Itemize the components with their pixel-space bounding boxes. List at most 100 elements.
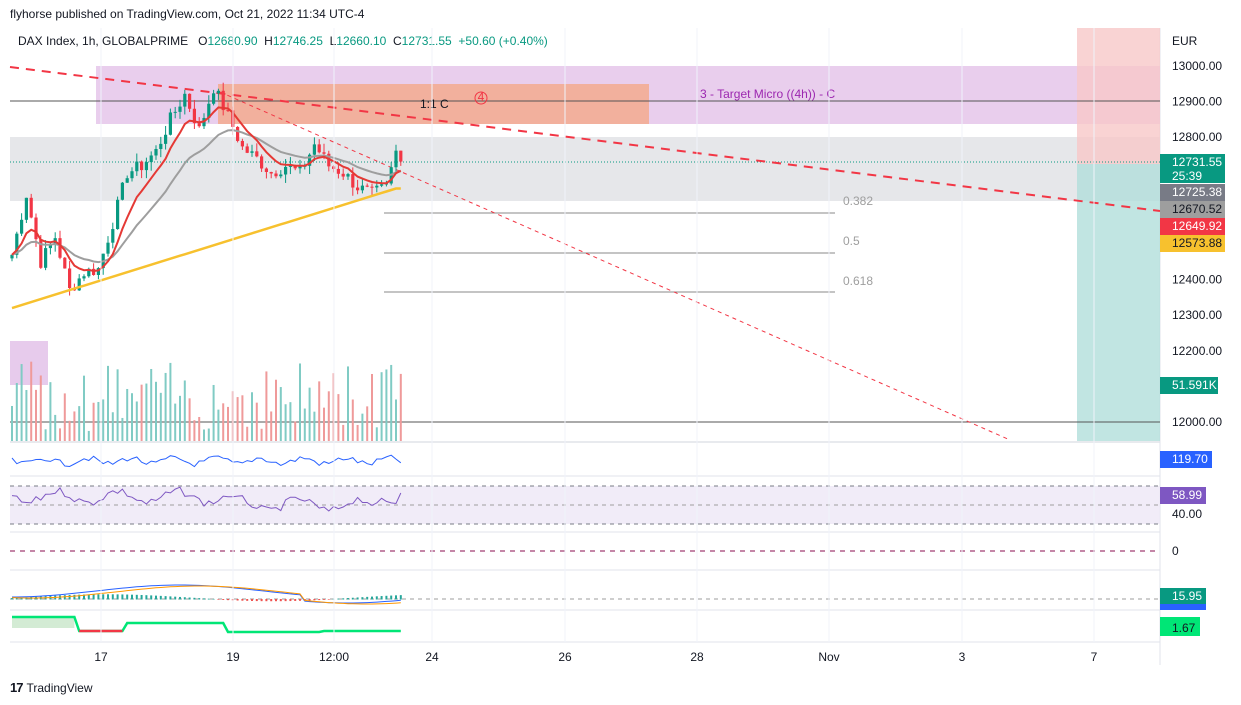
candle-body[interactable] <box>120 182 124 200</box>
candle-body[interactable] <box>264 168 268 172</box>
candle-body[interactable] <box>288 165 292 167</box>
candle-body[interactable] <box>365 185 369 187</box>
candle-body[interactable] <box>322 152 326 154</box>
candle-body[interactable] <box>24 197 28 220</box>
ema-line[interactable] <box>11 106 402 273</box>
candle-body[interactable] <box>236 126 240 141</box>
candle-body[interactable] <box>250 151 254 153</box>
candle-body[interactable] <box>197 123 201 127</box>
tag-ma-gray-text: 12670.52 <box>1172 202 1222 216</box>
candle-body[interactable] <box>255 151 259 157</box>
candle-body[interactable] <box>221 90 225 111</box>
candle-body[interactable] <box>279 174 283 177</box>
candle-body[interactable] <box>192 108 196 124</box>
candle-body[interactable] <box>68 268 72 289</box>
candle-body[interactable] <box>63 257 67 269</box>
candle-body[interactable] <box>274 173 278 177</box>
candle-body[interactable] <box>106 242 110 254</box>
candle-body[interactable] <box>154 148 158 156</box>
ma-mid-line[interactable] <box>11 129 402 264</box>
candle-body[interactable] <box>380 184 384 186</box>
candle-body[interactable] <box>82 276 86 279</box>
candle-body[interactable] <box>20 219 24 234</box>
candle-body[interactable] <box>173 111 177 113</box>
candle-body[interactable] <box>317 144 321 153</box>
candle-body[interactable] <box>399 150 403 162</box>
candle-body[interactable] <box>183 93 187 107</box>
candle-body[interactable] <box>351 174 355 188</box>
orange-zone[interactable] <box>218 84 649 124</box>
candle-body[interactable] <box>341 173 345 177</box>
candle-body[interactable] <box>312 144 316 155</box>
candle-body[interactable] <box>130 171 134 179</box>
candle-body[interactable] <box>207 103 211 118</box>
signal-line[interactable] <box>11 585 401 605</box>
macd-hist-bar <box>212 598 215 600</box>
candle-body[interactable] <box>135 161 139 172</box>
candle-body[interactable] <box>140 161 144 171</box>
volume-bar <box>203 429 205 441</box>
candle-body[interactable] <box>168 112 172 135</box>
candle-body[interactable] <box>375 185 379 188</box>
candle-body[interactable] <box>125 178 129 183</box>
candle-body[interactable] <box>149 155 153 163</box>
wave-marker[interactable] <box>474 91 488 105</box>
candle-body[interactable] <box>39 239 43 268</box>
candle-body[interactable] <box>178 106 182 112</box>
candle-body[interactable] <box>394 150 398 168</box>
macd-line[interactable] <box>12 584 401 604</box>
volume-bar <box>193 420 196 441</box>
candle-body[interactable] <box>308 154 312 166</box>
gray-zone[interactable] <box>10 137 1160 201</box>
ratio-label[interactable]: 1:1 C <box>420 97 449 111</box>
candle-body[interactable] <box>164 134 168 144</box>
x-tick-label: 7 <box>1091 650 1098 664</box>
candle-body[interactable] <box>360 185 364 191</box>
candle-body[interactable] <box>188 93 192 109</box>
candle-body[interactable] <box>370 186 374 188</box>
trend-line-main[interactable] <box>9 66 1161 212</box>
osc-line[interactable] <box>12 615 401 634</box>
candle-body[interactable] <box>293 165 297 169</box>
candle-body[interactable] <box>144 162 148 171</box>
candle-body[interactable] <box>327 153 331 167</box>
tradingview-brand[interactable]: 17 TradingView <box>10 680 93 695</box>
stop-zone[interactable] <box>1077 28 1160 164</box>
candle-body[interactable] <box>87 268 91 277</box>
candle-body[interactable] <box>245 146 249 153</box>
candle-body[interactable] <box>346 174 350 177</box>
profit-zone[interactable] <box>1077 164 1160 441</box>
volume-bar <box>390 364 393 441</box>
candle-body[interactable] <box>226 110 230 112</box>
candle-body[interactable] <box>216 90 220 94</box>
candle-body[interactable] <box>116 199 120 230</box>
target-label[interactable]: 3 - Target Micro ((4h)) - C <box>700 87 835 101</box>
price-axis[interactable]: 13000.00 12900.00 12800.00 12400.00 12300.00… <box>1172 59 1222 429</box>
currency-label[interactable]: EUR <box>1172 34 1198 48</box>
candle-body[interactable] <box>298 166 302 169</box>
ma-long-line[interactable] <box>11 187 401 310</box>
candle-body[interactable] <box>34 217 38 240</box>
candle-body[interactable] <box>240 140 244 147</box>
cci-line[interactable] <box>11 454 402 468</box>
candle-body[interactable] <box>336 168 340 174</box>
candle-body[interactable] <box>15 233 19 255</box>
candle-body[interactable] <box>10 254 14 259</box>
candle-body[interactable] <box>58 238 62 258</box>
symbol-name[interactable]: DAX Index, 1h, GLOBALPRIME <box>18 34 189 48</box>
candle-body[interactable] <box>96 268 100 275</box>
candle-body[interactable] <box>77 278 81 291</box>
candle-body[interactable] <box>48 243 52 249</box>
candle-body[interactable] <box>159 143 163 149</box>
candle-body[interactable] <box>269 171 273 174</box>
rsi-line[interactable] <box>11 486 402 512</box>
time-axis[interactable]: 17 19 12:00 24 26 28 Nov 3 7 <box>94 28 1098 664</box>
candle-body[interactable] <box>29 197 33 218</box>
candle-body[interactable] <box>111 229 115 243</box>
candle-body[interactable] <box>356 187 360 191</box>
candle-body[interactable] <box>212 93 216 104</box>
candle-body[interactable] <box>284 166 288 175</box>
candle-body[interactable] <box>44 248 48 268</box>
candle-body[interactable] <box>260 156 264 169</box>
